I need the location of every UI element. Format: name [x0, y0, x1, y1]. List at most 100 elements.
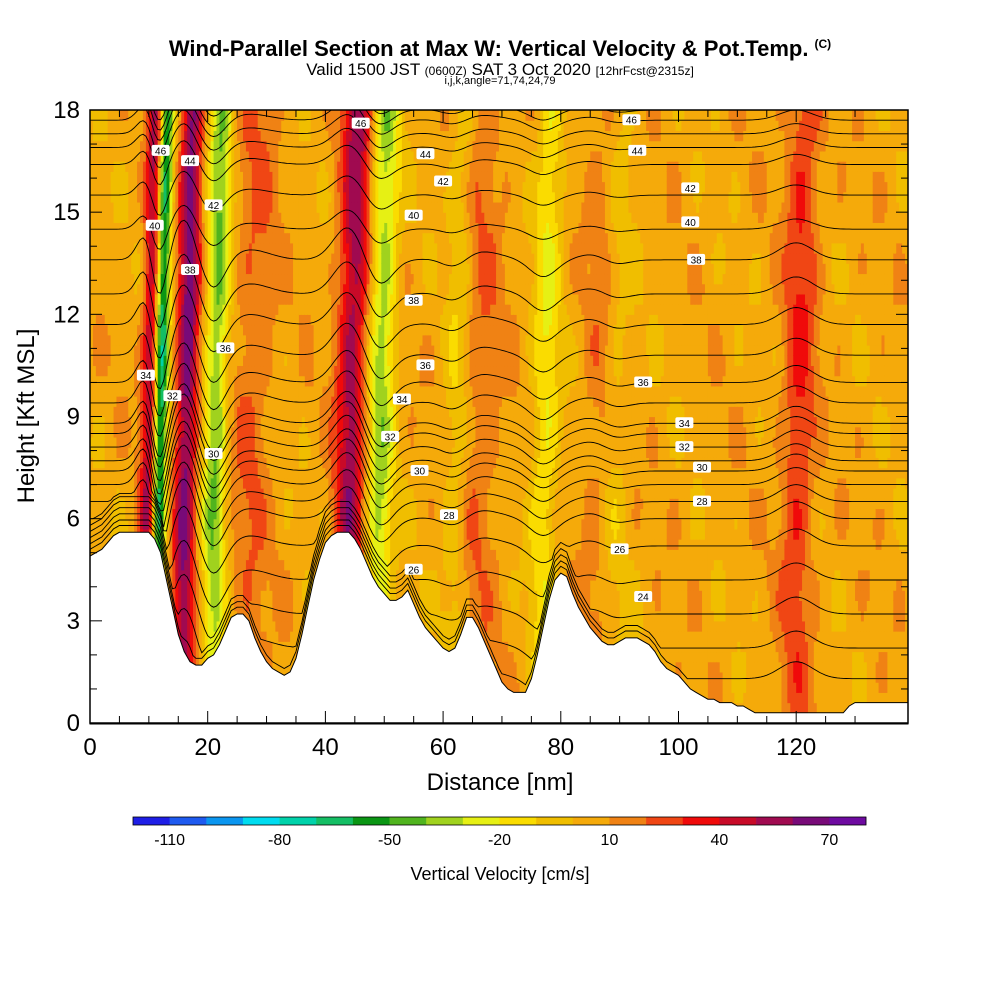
velocity-cell	[142, 457, 147, 469]
velocity-cell	[307, 120, 312, 132]
velocity-cell	[257, 171, 262, 183]
velocity-cell	[148, 161, 153, 172]
velocity-cell	[195, 355, 200, 367]
velocity-cell	[178, 293, 182, 305]
velocity-cell	[278, 569, 282, 581]
velocity-cell	[266, 539, 271, 550]
velocity-cell	[263, 549, 268, 561]
velocity-cell	[248, 528, 253, 540]
velocity-cell	[304, 436, 309, 448]
velocity-cell	[187, 355, 191, 367]
velocity-cell	[307, 171, 312, 183]
velocity-cell	[322, 396, 326, 407]
velocity-cell	[281, 396, 285, 407]
velocity-cell	[322, 375, 326, 387]
velocity-cell	[154, 467, 159, 479]
velocity-cell	[295, 242, 300, 254]
velocity-cell	[151, 242, 156, 254]
velocity-cell	[172, 222, 176, 234]
velocity-cell	[113, 140, 118, 152]
velocity-cell	[313, 191, 318, 203]
velocity-cell	[92, 150, 97, 162]
velocity-cell	[328, 120, 332, 132]
velocity-cell	[128, 518, 132, 530]
velocity-cell	[260, 355, 265, 367]
velocity-cell	[222, 559, 226, 571]
velocity-cell	[275, 181, 279, 193]
velocity-cell	[187, 273, 191, 285]
velocity-cell	[278, 253, 282, 264]
velocity-cell	[210, 273, 215, 285]
velocity-cell	[248, 304, 253, 315]
velocity-cell	[107, 467, 112, 479]
velocity-cell	[166, 253, 171, 264]
velocity-cell	[169, 549, 173, 561]
velocity-cell	[160, 253, 165, 264]
chart-title-text: Wind-Parallel Section at Max W: Vertical…	[168, 36, 809, 61]
velocity-cell	[304, 355, 309, 367]
velocity-cell	[234, 161, 238, 172]
velocity-cell	[290, 457, 294, 469]
velocity-cell	[281, 436, 285, 448]
velocity-cell	[301, 477, 306, 489]
velocity-cell	[213, 304, 218, 315]
velocity-cell	[293, 477, 297, 489]
velocity-cell	[243, 600, 247, 612]
velocity-cell	[101, 447, 106, 458]
velocity-cell	[181, 334, 185, 346]
velocity-cell	[269, 396, 274, 407]
velocity-cell	[272, 263, 276, 275]
velocity-cell	[228, 283, 232, 295]
velocity-cell	[198, 253, 203, 264]
velocity-cell	[287, 212, 291, 223]
velocity-cell	[260, 559, 265, 571]
velocity-cell	[184, 457, 188, 469]
velocity-cell	[225, 528, 229, 540]
velocity-cell	[137, 201, 141, 213]
velocity-cell	[331, 161, 335, 172]
velocity-cell	[178, 590, 182, 601]
velocity-cell	[157, 242, 162, 254]
velocity-cell	[110, 140, 115, 152]
velocity-cell	[131, 283, 135, 295]
velocity-cell	[95, 396, 100, 407]
velocity-cell	[301, 355, 306, 367]
velocity-cell	[207, 396, 212, 407]
velocity-cell	[122, 406, 126, 418]
velocity-cell	[240, 355, 244, 367]
velocity-cell	[198, 293, 203, 305]
velocity-cell	[328, 130, 332, 142]
velocity-cell	[222, 201, 226, 213]
velocity-cell	[210, 171, 215, 183]
velocity-cell	[313, 539, 318, 550]
velocity-cell	[125, 191, 129, 203]
velocity-cell	[172, 498, 176, 510]
velocity-cell	[98, 334, 103, 346]
velocity-cell	[175, 467, 179, 479]
velocity-cell	[125, 416, 129, 428]
velocity-cell	[184, 140, 188, 152]
velocity-cell	[216, 416, 221, 428]
velocity-cell	[275, 110, 279, 121]
velocity-cell	[266, 610, 271, 622]
velocity-cell	[266, 385, 271, 397]
velocity-cell	[104, 375, 109, 387]
velocity-cell	[98, 477, 103, 489]
velocity-cell	[154, 396, 159, 407]
velocity-cell	[328, 406, 332, 418]
velocity-cell	[90, 181, 94, 193]
velocity-cell	[234, 477, 238, 489]
velocity-cell	[192, 457, 197, 469]
velocity-cell	[169, 304, 173, 315]
velocity-cell	[248, 467, 253, 479]
velocity-cell	[104, 488, 109, 499]
velocity-cell	[172, 242, 176, 254]
velocity-cell	[307, 263, 312, 275]
velocity-cell	[92, 498, 97, 510]
velocity-cell	[284, 232, 288, 244]
velocity-cell	[92, 120, 97, 132]
velocity-cell	[175, 273, 179, 285]
velocity-cell	[110, 171, 115, 183]
velocity-cell	[116, 191, 121, 203]
velocity-cell	[275, 232, 279, 244]
